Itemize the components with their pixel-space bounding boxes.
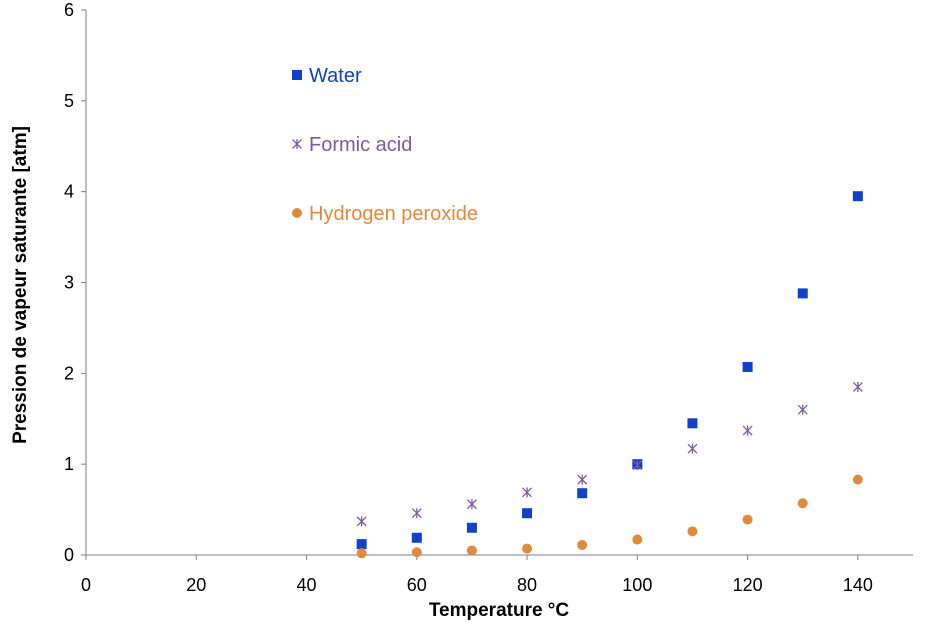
y-tick-label: 2 [64, 363, 74, 383]
legend-label: Water [309, 65, 362, 87]
data-point [411, 547, 422, 558]
y-ticks: 0 1 2 3 4 5 6 [64, 0, 86, 565]
legend-marker-icon [292, 70, 302, 80]
y-tick-label: 5 [64, 91, 74, 111]
x-axis-title: Temperature °C [429, 600, 570, 621]
data-point [852, 191, 863, 202]
data-point [632, 534, 643, 545]
legend-marker-icon [292, 208, 302, 218]
data-point [742, 514, 753, 525]
data-point [522, 487, 533, 498]
data-point [577, 474, 588, 485]
data-point [466, 499, 477, 510]
x-tick-label: 140 [843, 575, 873, 595]
y-tick-label: 6 [64, 0, 74, 20]
x-tick-label: 80 [517, 575, 537, 595]
x-tick-label: 100 [622, 575, 652, 595]
data-point [522, 543, 533, 554]
y-tick-label: 1 [64, 454, 74, 474]
series-1 [356, 381, 863, 527]
data-points [356, 191, 863, 559]
data-point [852, 474, 863, 485]
data-point [797, 498, 808, 509]
data-point [687, 443, 698, 454]
data-point [522, 508, 533, 519]
legend-label: Formic acid [309, 134, 412, 156]
y-axis-title: Pression de vapeur saturante [atm] [10, 126, 31, 444]
data-point [411, 532, 422, 543]
data-point [632, 460, 643, 471]
axes [85, 10, 913, 556]
x-tick-label: 0 [81, 575, 91, 595]
x-tick-label: 40 [297, 575, 317, 595]
data-point [466, 522, 477, 533]
data-point [797, 288, 808, 299]
legend-marker-icon [292, 139, 302, 149]
data-point [356, 539, 367, 550]
x-tick-label: 60 [407, 575, 427, 595]
data-point [687, 526, 698, 537]
series-0 [356, 191, 863, 550]
y-tick-label: 3 [64, 273, 74, 293]
data-point [742, 425, 753, 436]
data-point [411, 508, 422, 519]
y-tick-label: 4 [64, 182, 74, 202]
x-ticks: 0 20 40 60 80 100 120 140 [81, 555, 873, 595]
data-point [577, 540, 588, 551]
data-point [852, 381, 863, 392]
data-point [466, 545, 477, 556]
x-tick-label: 120 [733, 575, 763, 595]
y-tick-label: 0 [64, 545, 74, 565]
legend: Water Formic acid Hydrogen peroxide [292, 65, 478, 225]
data-point [356, 516, 367, 527]
data-point [687, 418, 698, 429]
series-2 [356, 474, 863, 559]
legend-label: Hydrogen peroxide [309, 203, 478, 225]
data-point [577, 488, 588, 499]
x-tick-label: 20 [186, 575, 206, 595]
data-point [742, 361, 753, 372]
data-point [797, 404, 808, 415]
data-point [356, 548, 367, 559]
